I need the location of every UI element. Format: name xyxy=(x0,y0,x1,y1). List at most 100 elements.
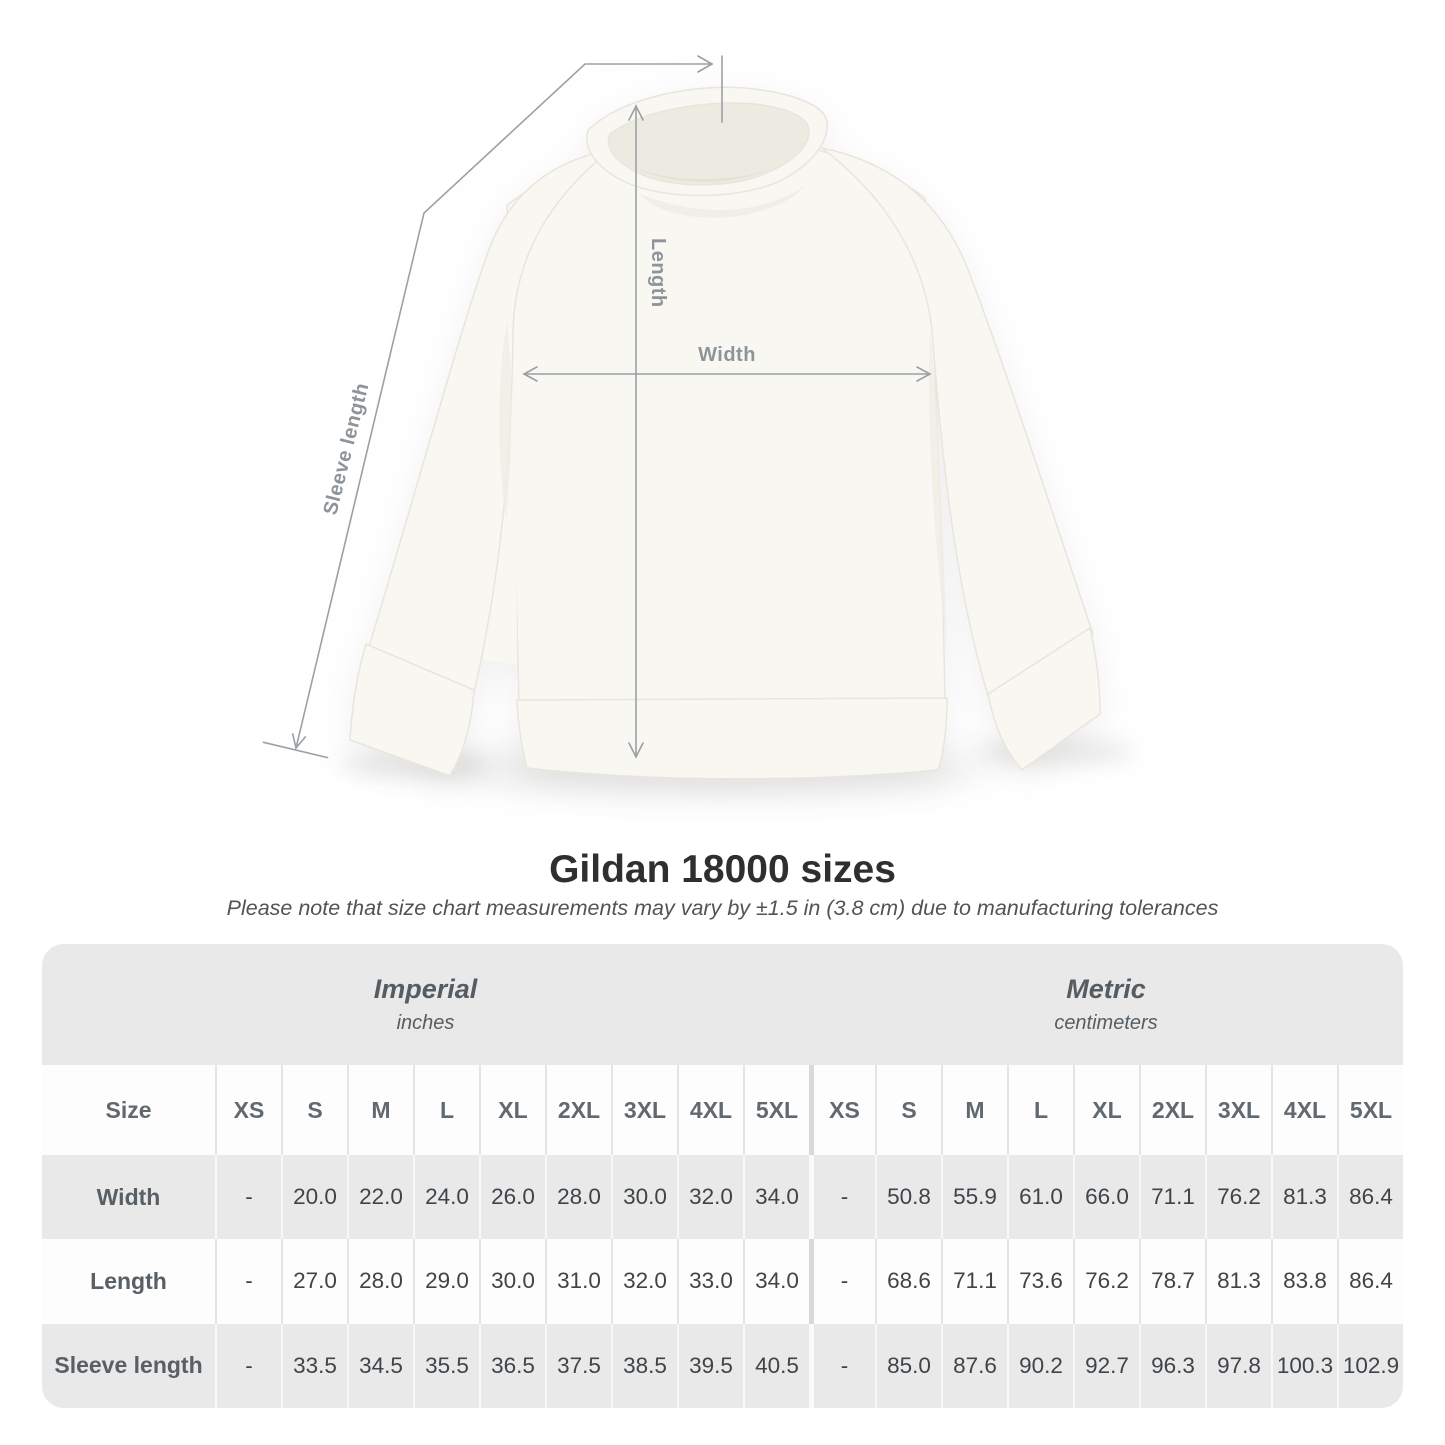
size-col-header-imperial-3xl: 3XL xyxy=(611,1065,677,1155)
table-cell: - xyxy=(809,1239,875,1324)
table-cell: - xyxy=(215,1155,281,1240)
metric-section-header: Metric centimeters xyxy=(809,944,1403,1065)
table-cell: 28.0 xyxy=(347,1239,413,1324)
size-col-header-metric-m: M xyxy=(941,1065,1007,1155)
size-col-header-imperial-m: M xyxy=(347,1065,413,1155)
size-col-header-imperial-2xl: 2XL xyxy=(545,1065,611,1155)
table-cell: 96.3 xyxy=(1139,1323,1205,1408)
left-cuff xyxy=(349,643,475,777)
size-col-header-imperial-xs: XS xyxy=(215,1065,281,1155)
length-measure-line xyxy=(628,104,644,759)
width-measure-line xyxy=(522,366,932,382)
right-cuff xyxy=(987,627,1101,771)
table-cell: 85.0 xyxy=(875,1323,941,1408)
row-label-width: Width xyxy=(42,1155,215,1240)
table-cell: 81.3 xyxy=(1271,1155,1337,1240)
table-cell: 73.6 xyxy=(1007,1239,1073,1324)
hem-band xyxy=(516,697,948,780)
table-cell: 68.6 xyxy=(875,1239,941,1324)
row-label-sleeve-length: Sleeve length xyxy=(42,1323,215,1408)
imperial-section-header: Imperial inches xyxy=(42,944,809,1065)
table-cell: 90.2 xyxy=(1007,1323,1073,1408)
size-col-header-imperial-xl: XL xyxy=(479,1065,545,1155)
imperial-unit: inches xyxy=(396,1012,455,1034)
table-cell: 34.5 xyxy=(347,1323,413,1408)
table-cell: 22.0 xyxy=(347,1155,413,1240)
size-col-header-metric-l: L xyxy=(1007,1065,1073,1155)
page-title: Gildan 18000 sizes xyxy=(549,848,896,891)
size-col-header-metric-xl: XL xyxy=(1073,1065,1139,1155)
table-cell: 66.0 xyxy=(1073,1155,1139,1240)
length-measure-label: Length xyxy=(647,238,669,308)
table-cell: - xyxy=(215,1239,281,1324)
table-cell: 32.0 xyxy=(677,1155,743,1240)
table-cell: 86.4 xyxy=(1337,1239,1403,1324)
size-row-header: Size xyxy=(42,1065,215,1155)
table-cell: 71.1 xyxy=(1139,1155,1205,1240)
table-cell: 31.0 xyxy=(545,1239,611,1324)
sweatshirt-image xyxy=(262,55,1101,780)
table-cell: 40.5 xyxy=(743,1323,809,1408)
row-label-length: Length xyxy=(42,1239,215,1324)
tolerance-note: Please note that size chart measurements… xyxy=(226,896,1219,920)
table-cell: - xyxy=(215,1323,281,1408)
under-collar-shading xyxy=(640,185,806,218)
table-cell: 83.8 xyxy=(1271,1239,1337,1324)
table-cell: - xyxy=(809,1323,875,1408)
table-cell: 35.5 xyxy=(413,1323,479,1408)
size-col-header-imperial-s: S xyxy=(281,1065,347,1155)
left-armpit-crease xyxy=(499,322,512,520)
table-cell: 86.4 xyxy=(1337,1155,1403,1240)
table-cell: 71.1 xyxy=(941,1239,1007,1324)
metric-title: Metric xyxy=(1066,974,1146,1004)
size-col-header-metric-4xl: 4XL xyxy=(1271,1065,1337,1155)
table-cell: 20.0 xyxy=(281,1155,347,1240)
table-cell: 29.0 xyxy=(413,1239,479,1324)
table-cell: - xyxy=(809,1155,875,1240)
table-cell: 34.0 xyxy=(743,1239,809,1324)
table-cell: 87.6 xyxy=(941,1323,1007,1408)
table-cell: 32.0 xyxy=(611,1239,677,1324)
sweatshirt-body xyxy=(506,138,946,704)
table-cell: 36.5 xyxy=(479,1323,545,1408)
table-cell: 102.9 xyxy=(1337,1323,1403,1408)
table-cell: 39.5 xyxy=(677,1323,743,1408)
table-cell: 76.2 xyxy=(1205,1155,1271,1240)
sleeve-length-measure-line xyxy=(262,55,723,759)
table-cell: 50.8 xyxy=(875,1155,941,1240)
table-cell: 30.0 xyxy=(611,1155,677,1240)
table-cell: 33.5 xyxy=(281,1323,347,1408)
collar-shading xyxy=(630,163,782,183)
size-diagram: Width Length Sleeve length xyxy=(262,55,1135,793)
table-cell: 37.5 xyxy=(545,1323,611,1408)
table-cell: 26.0 xyxy=(479,1155,545,1240)
size-col-header-metric-2xl: 2XL xyxy=(1139,1065,1205,1155)
metric-unit: centimeters xyxy=(1054,1012,1158,1034)
size-col-header-imperial-5xl: 5XL xyxy=(743,1065,809,1155)
table-cell: 81.3 xyxy=(1205,1239,1271,1324)
table-cell: 28.0 xyxy=(545,1155,611,1240)
table-cell: 61.0 xyxy=(1007,1155,1073,1240)
table-cell: 27.0 xyxy=(281,1239,347,1324)
size-col-header-metric-xs: XS xyxy=(809,1065,875,1155)
table-cell: 24.0 xyxy=(413,1155,479,1240)
table-cell: 100.3 xyxy=(1271,1323,1337,1408)
table-cell: 97.8 xyxy=(1205,1323,1271,1408)
table-cell: 55.9 xyxy=(941,1155,1007,1240)
right-side-crease xyxy=(928,330,947,650)
table-cell: 34.0 xyxy=(743,1155,809,1240)
table-cell: 92.7 xyxy=(1073,1323,1139,1408)
table-cell: 38.5 xyxy=(611,1323,677,1408)
size-table: Imperial inches Metric centimeters Size … xyxy=(42,944,1403,1408)
size-col-header-imperial-l: L xyxy=(413,1065,479,1155)
size-col-header-metric-5xl: 5XL xyxy=(1337,1065,1403,1155)
size-col-header-imperial-4xl: 4XL xyxy=(677,1065,743,1155)
table-cell: 78.7 xyxy=(1139,1239,1205,1324)
table-cell: 33.0 xyxy=(677,1239,743,1324)
imperial-title: Imperial xyxy=(373,974,478,1004)
size-col-header-metric-3xl: 3XL xyxy=(1205,1065,1271,1155)
table-cell: 76.2 xyxy=(1073,1239,1139,1324)
table-cell: 30.0 xyxy=(479,1239,545,1324)
size-col-header-metric-s: S xyxy=(875,1065,941,1155)
width-measure-label: Width xyxy=(698,344,756,366)
